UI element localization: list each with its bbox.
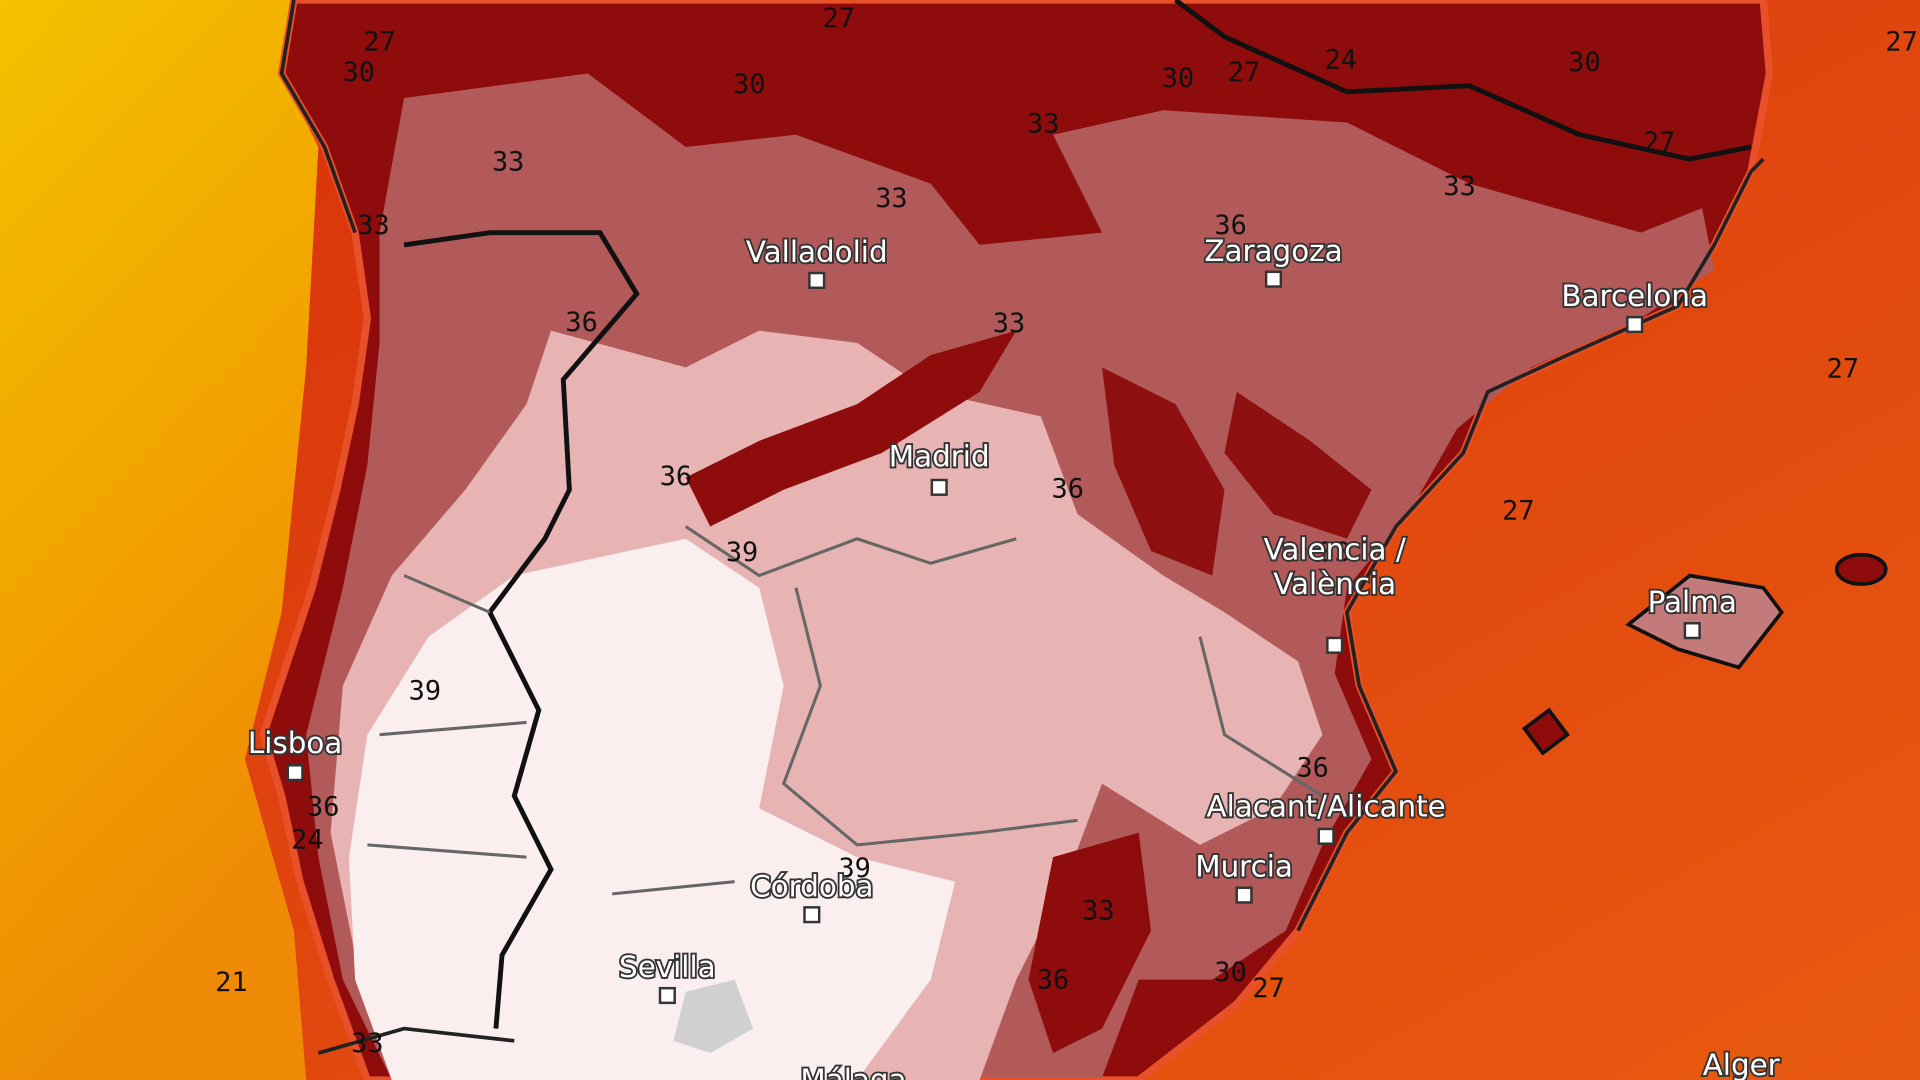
isotherm-label: 33 — [357, 210, 389, 241]
city-marker — [930, 478, 948, 496]
city-label: Sevilla — [619, 950, 716, 984]
isotherm-label: 27 — [1885, 26, 1917, 57]
city-marker — [808, 271, 826, 289]
portugal-border — [403, 230, 640, 1029]
isotherm-label: 39 — [409, 675, 441, 706]
isotherm-label: 33 — [1027, 108, 1059, 139]
cool-patch — [673, 979, 754, 1054]
isotherm-label: 27 — [1228, 57, 1260, 88]
isotherm-label: 33 — [1443, 171, 1475, 202]
isotherm-label: 30 — [1162, 63, 1194, 94]
region-borders — [367, 525, 1324, 896]
land-extreme — [348, 538, 956, 1080]
isotherm-label: 27 — [1643, 127, 1675, 158]
isotherm-label: 27 — [1502, 495, 1534, 526]
city-label: Alger — [1703, 1048, 1781, 1080]
city-label: Palma — [1648, 585, 1737, 619]
city-marker — [803, 906, 821, 924]
isotherm-label: 36 — [660, 461, 692, 492]
isotherm-label: 33 — [993, 308, 1025, 339]
isotherm-label: 36 — [307, 792, 339, 823]
city-marker — [1683, 622, 1701, 640]
isotherm-label: 24 — [1325, 45, 1357, 76]
isotherm-label: 33 — [1318, 537, 1350, 568]
city-marker — [1264, 270, 1283, 288]
isotherm-label: 36 — [1052, 473, 1084, 504]
city-marker — [658, 986, 676, 1005]
city-marker — [1317, 827, 1335, 845]
city-marker — [1235, 886, 1253, 904]
isotherm-label: 30 — [1214, 957, 1246, 988]
isotherm-label: 36 — [1296, 752, 1328, 783]
city-label: Málaga — [800, 1063, 906, 1080]
city-label: Lisboa — [248, 726, 342, 760]
atlantic-sea — [0, 0, 319, 1080]
isotherm-label: 30 — [1568, 47, 1600, 78]
city-label: València — [1273, 567, 1396, 601]
city-marker — [1626, 315, 1644, 334]
isotherm-label: 39 — [838, 853, 870, 884]
city-marker — [286, 764, 304, 782]
isotherm-label: 27 — [363, 26, 395, 57]
isotherm-label: 36 — [565, 307, 597, 338]
isotherm-label: 33 — [351, 1028, 383, 1059]
city-marker — [1326, 636, 1344, 654]
isotherm-label: 33 — [1082, 896, 1114, 927]
city-label: Zaragoza — [1204, 234, 1342, 268]
mallorca — [1625, 573, 1784, 670]
isotherm-label: 33 — [875, 183, 907, 214]
france-border — [1174, 0, 1752, 162]
isotherm-label: 36 — [1214, 210, 1246, 241]
city-label: Valladolid — [746, 235, 888, 269]
coastline — [279, 0, 1765, 1055]
isotherm-label: 27 — [823, 3, 855, 34]
menorca — [1834, 552, 1888, 586]
isotherm-label: 21 — [215, 967, 247, 998]
isotherm-label: 33 — [492, 146, 524, 177]
isotherm-label: 27 — [1827, 353, 1859, 384]
city-label: Alacant/Alicante — [1207, 790, 1446, 824]
city-label: Murcia — [1195, 850, 1293, 884]
mountains-cool — [1028, 832, 1152, 1054]
city-label: Córdoba — [750, 869, 873, 903]
isotherm-label: 30 — [733, 69, 765, 100]
isotherm-label: 39 — [726, 537, 758, 568]
isotherm-label: 27 — [1252, 973, 1284, 1004]
isotherm-label: 30 — [343, 57, 375, 88]
mountains-cool — [1102, 367, 1372, 576]
isotherm-label: 24 — [291, 825, 323, 856]
ibiza — [1521, 707, 1570, 756]
isotherm-label: 36 — [1037, 964, 1069, 995]
city-label: Barcelona — [1561, 279, 1708, 313]
city-label: Madrid — [889, 440, 990, 474]
mountains-cool — [685, 330, 1017, 527]
city-label: Valencia / — [1264, 533, 1406, 567]
